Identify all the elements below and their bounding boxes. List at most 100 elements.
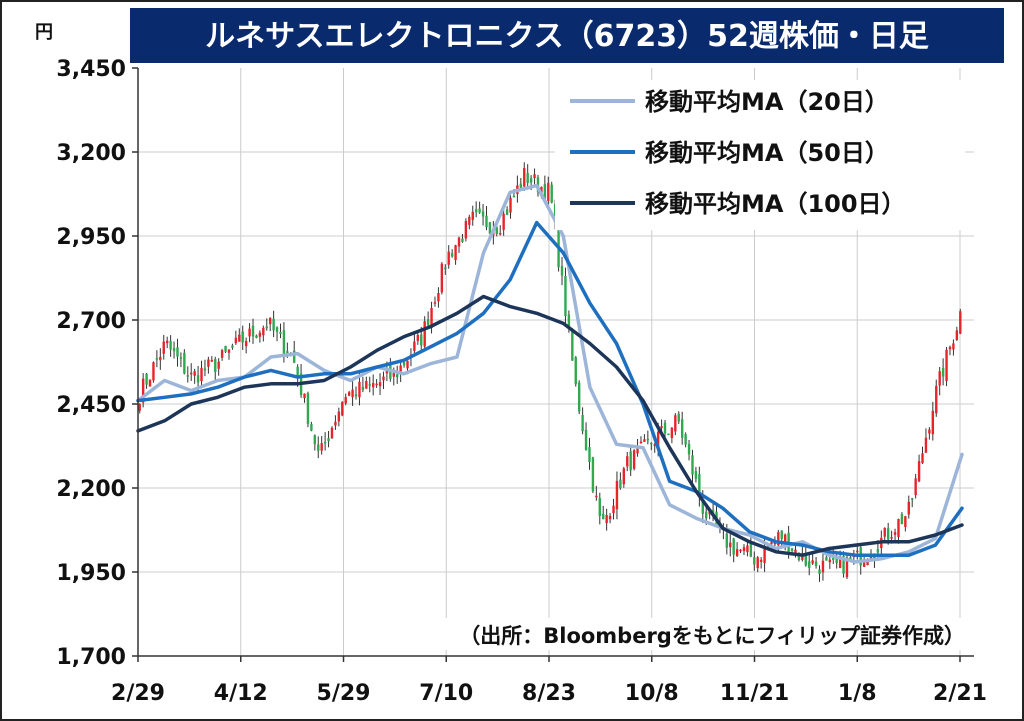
candle-down: [941, 367, 945, 377]
candle-up: [674, 415, 677, 432]
candle-down: [584, 429, 588, 451]
candle-up: [220, 350, 224, 358]
candle-up: [540, 186, 543, 193]
candle-up: [622, 468, 626, 485]
candle-up: [248, 328, 251, 337]
candle-down: [169, 340, 172, 350]
candle-up: [783, 534, 787, 543]
candle-up: [639, 441, 643, 444]
candle-up: [347, 392, 351, 396]
candle-up: [917, 461, 921, 482]
candle-down: [323, 441, 327, 444]
candle-down: [818, 569, 821, 574]
candle-up: [499, 233, 502, 235]
moving-average-lines: [136, 183, 964, 564]
candle-down: [911, 498, 914, 500]
candle-up: [777, 532, 780, 546]
candle-up: [945, 349, 948, 382]
candle-down: [145, 373, 148, 385]
candle-up: [869, 555, 873, 559]
candle-down: [282, 330, 286, 356]
candle-down: [361, 386, 365, 391]
candle-down: [680, 419, 684, 438]
candle-up: [931, 410, 935, 435]
y-tick-label: 1,950: [56, 561, 126, 586]
legend-label-ma50: 移動平均MA（50日）: [645, 139, 889, 167]
candle-up: [258, 332, 262, 337]
candle-up: [893, 532, 897, 535]
candle-up: [746, 545, 749, 553]
candle-up: [457, 237, 461, 247]
candle-down: [581, 415, 584, 432]
candle-up: [207, 359, 210, 367]
candle-up: [756, 557, 759, 569]
candle-up: [856, 550, 859, 553]
candle-up: [437, 293, 440, 302]
x-tick-label: 2/29: [111, 681, 165, 706]
candle-down: [598, 497, 601, 517]
candle-up: [735, 549, 739, 557]
candle-up: [152, 362, 155, 381]
candle-up: [890, 537, 893, 539]
y-tick-label: 3,200: [56, 141, 126, 166]
candle-down: [495, 227, 498, 234]
candle-up: [244, 340, 248, 347]
candle-up: [358, 381, 361, 398]
candle-down: [426, 319, 430, 326]
candle-down: [560, 265, 564, 276]
candle-up: [320, 443, 323, 451]
candle-up: [227, 349, 231, 353]
candle-down: [698, 474, 701, 498]
y-tick-label: 3,450: [56, 57, 126, 82]
candle-up: [770, 542, 773, 545]
candle-up: [440, 263, 444, 293]
candle-down: [505, 209, 509, 215]
candle-up: [608, 515, 612, 520]
candle-up: [533, 174, 536, 179]
candle-up: [914, 478, 917, 496]
candle-down: [876, 549, 880, 553]
candle-down: [701, 499, 704, 514]
y-unit-label: 円: [35, 22, 53, 43]
candle-down: [368, 384, 371, 386]
candle-up: [794, 549, 797, 555]
candle-down: [691, 455, 694, 475]
x-tick-label: 10/8: [625, 681, 679, 706]
candle-down: [474, 209, 478, 213]
candle-down: [313, 435, 317, 445]
candle-down: [663, 422, 667, 434]
candle-down: [564, 275, 567, 317]
candle-up: [341, 401, 344, 416]
candle-up: [873, 553, 876, 561]
candle-up: [303, 393, 306, 399]
candle-up: [471, 211, 474, 220]
x-tick-label: 4/12: [214, 681, 268, 706]
candle-down: [327, 438, 330, 442]
candle-down: [488, 222, 492, 234]
candle-up: [148, 379, 152, 387]
candle-down: [310, 424, 313, 431]
candle-down: [461, 238, 464, 242]
candle-down: [886, 528, 890, 540]
candle-down: [753, 557, 756, 565]
candle-up: [845, 557, 849, 578]
candle-up: [883, 527, 886, 537]
candle-up: [948, 346, 952, 350]
y-tick-label: 2,200: [56, 477, 126, 502]
ma20-line: [136, 183, 964, 564]
candle-down: [591, 457, 595, 492]
candle-up: [502, 213, 505, 230]
candlesticks: [138, 162, 962, 582]
candle-down: [667, 433, 670, 436]
candle-down: [694, 471, 698, 479]
legend: 移動平均MA（20日） 移動平均MA（50日） 移動平均MA（100日）: [555, 80, 965, 230]
candle-down: [512, 195, 516, 198]
candle-up: [955, 330, 959, 340]
legend-label-ma100: 移動平均MA（100日）: [645, 190, 906, 218]
candle-down: [574, 357, 577, 385]
candle-down: [272, 318, 275, 331]
candle-down: [619, 479, 622, 489]
candle-up: [334, 421, 337, 426]
candle-down: [825, 557, 828, 561]
candle-down: [317, 444, 320, 451]
